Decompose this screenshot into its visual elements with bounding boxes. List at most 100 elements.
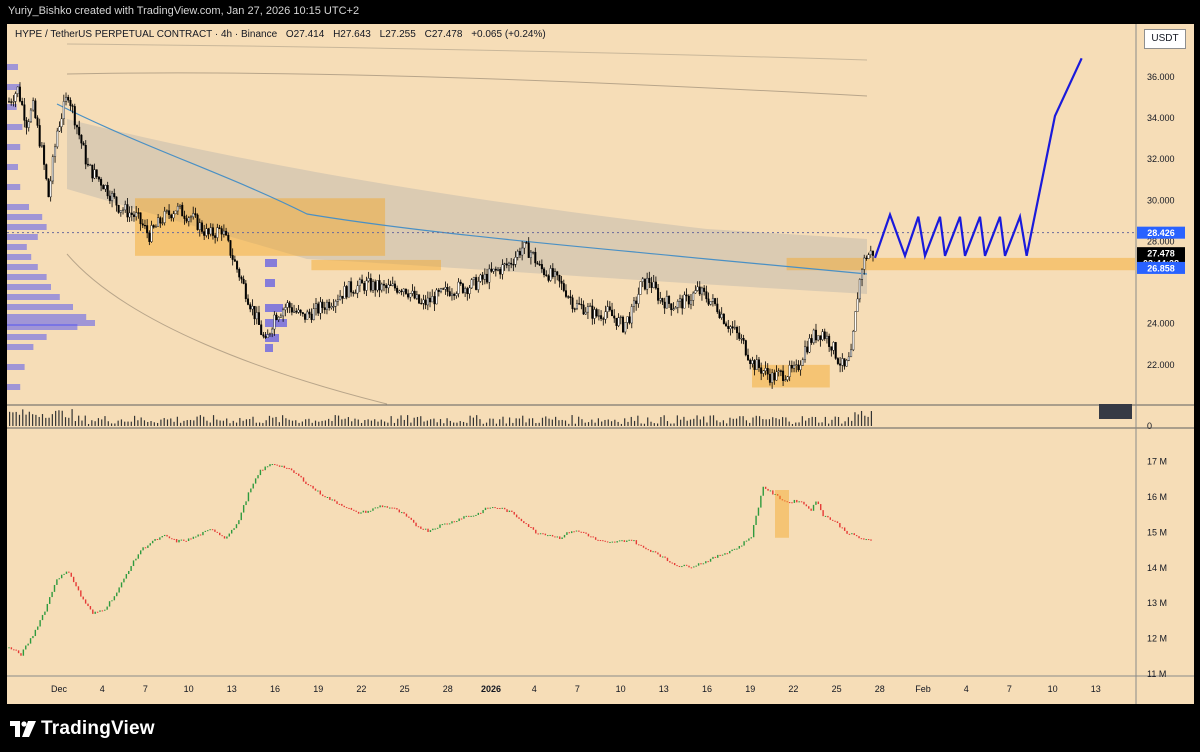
indicator-candle	[489, 507, 491, 509]
indicator-candle	[274, 464, 276, 466]
volume-bar	[199, 415, 201, 426]
volume-bar	[765, 419, 767, 426]
volume-bar	[377, 421, 379, 426]
volume-bar	[436, 422, 438, 426]
indicator-candle	[142, 547, 144, 551]
price-candle	[179, 204, 182, 207]
indicator-candle	[594, 537, 597, 540]
price-candle	[854, 311, 857, 332]
indicator-candle	[551, 534, 554, 537]
indicator-candle	[592, 536, 594, 538]
volume-bar	[640, 423, 642, 426]
indicator-candle	[561, 537, 563, 540]
indicator-candle	[805, 504, 808, 507]
chart-canvas[interactable]: 36.000 34.000 32.000 30.000 28.000 24.000 22.0…	[7, 24, 1194, 704]
indicator-candle	[638, 544, 640, 546]
symbol-legend: HYPE / TetherUS PERPETUAL CONTRACT · 4h …	[15, 29, 552, 40]
indicator-candle	[168, 536, 171, 539]
symbol-name[interactable]: HYPE / TetherUS PERPETUAL CONTRACT · 4h …	[15, 29, 278, 40]
price-candle	[602, 318, 605, 320]
indicator-candle	[731, 549, 733, 552]
indicator-candle	[144, 547, 147, 549]
price-candle	[624, 322, 627, 333]
volume-bar	[206, 420, 208, 426]
volume-bar	[512, 422, 514, 426]
indicator-candle	[673, 563, 676, 566]
price-candle	[828, 335, 831, 347]
price-candle	[567, 296, 570, 298]
price-candle	[369, 278, 372, 291]
price-candle	[575, 303, 578, 310]
indicator-candle	[870, 539, 872, 541]
volume-bar	[469, 415, 471, 426]
price-candle	[801, 359, 804, 366]
price-candle	[753, 360, 756, 370]
indicator-candle	[25, 645, 27, 650]
price-candle	[736, 327, 739, 334]
price-candle	[819, 335, 822, 340]
volume-bar	[51, 414, 53, 426]
price-candle	[806, 346, 809, 353]
indicator-candle	[80, 590, 82, 597]
indicator-candle	[714, 556, 717, 558]
currency-unit-button[interactable]: USDT	[1144, 29, 1186, 49]
indicator-candle	[867, 539, 870, 541]
indicator-candle	[750, 537, 752, 539]
price-candle	[284, 307, 287, 311]
indicator-candle	[448, 523, 451, 525]
price-candle	[705, 291, 708, 300]
volume-bar	[275, 416, 277, 426]
indicator-candle	[295, 472, 298, 474]
price-candle	[225, 230, 228, 236]
price-candle	[668, 296, 671, 304]
indicator-candle	[843, 527, 846, 531]
price-candle	[867, 254, 870, 259]
price-candle	[100, 179, 103, 186]
volume-bar	[505, 423, 507, 426]
chart-frame[interactable]: 36.000 34.000 32.000 30.000 28.000 24.000 22.0…	[7, 24, 1194, 704]
indicator-candle	[219, 532, 221, 536]
indicator-candle	[221, 535, 223, 537]
price-candle	[176, 206, 179, 212]
volume-bar	[170, 418, 172, 426]
price-candle	[207, 228, 210, 235]
price-candle	[216, 227, 219, 238]
volume-bar	[22, 409, 24, 426]
price-candle	[89, 164, 92, 166]
indicator-candle	[767, 488, 769, 491]
price-candle	[43, 145, 46, 165]
price-candle	[113, 193, 116, 198]
price-candle	[374, 281, 377, 291]
volume-bar	[739, 416, 741, 426]
indicator-candle	[341, 503, 343, 506]
indicator-candle	[171, 538, 173, 540]
volume-profile-bar	[7, 184, 21, 190]
indicator-candle	[503, 507, 506, 510]
indicator-candle	[111, 600, 113, 602]
price-candle	[742, 338, 745, 341]
volume-bar	[755, 415, 757, 426]
volume-bar	[25, 414, 27, 426]
indicator-candle	[676, 565, 678, 567]
indicator-candle	[214, 529, 216, 532]
indicator-candle	[745, 540, 748, 542]
price-candle	[135, 212, 138, 217]
bottom-bar: TradingView	[0, 704, 1200, 752]
indicator-candle	[178, 539, 180, 543]
price-axis-tick: 30.000	[1147, 195, 1175, 205]
indicator-candle	[602, 540, 604, 542]
volume-bar	[847, 417, 849, 426]
indicator-candle	[137, 554, 139, 559]
price-candle	[562, 283, 565, 291]
volume-bar	[193, 420, 195, 426]
volume-bar	[857, 414, 859, 426]
price-candle	[240, 276, 243, 280]
indicator-candle	[487, 507, 489, 509]
indicator-candle	[348, 507, 350, 509]
price-candle	[334, 300, 337, 307]
indicator-candle	[183, 539, 185, 541]
price-candle	[698, 286, 701, 295]
volume-bar	[670, 423, 672, 426]
volume-bar	[657, 423, 659, 426]
price-candle	[124, 204, 127, 211]
